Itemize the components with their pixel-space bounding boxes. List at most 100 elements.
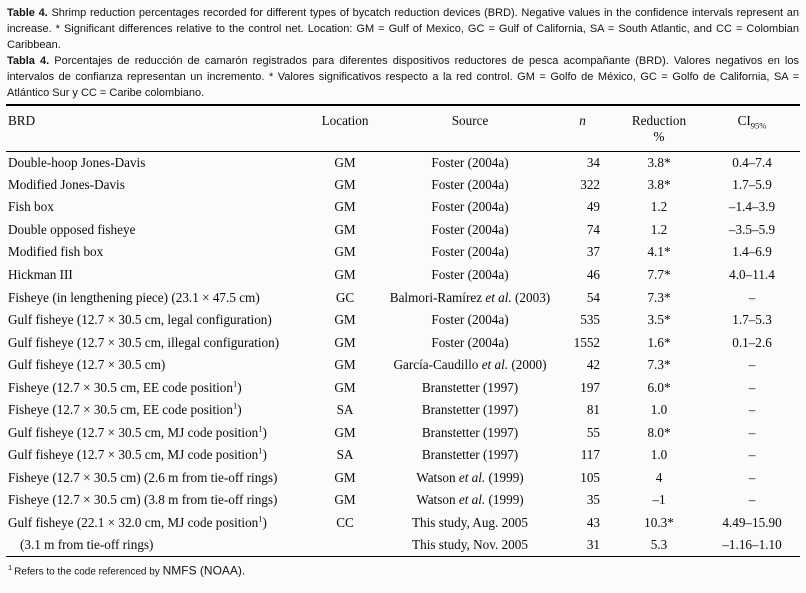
reduction-cell: 1.0	[650, 447, 668, 463]
location-cell: GM	[334, 154, 356, 170]
n-cell: 55	[586, 424, 600, 440]
ci-cell: 1.4–6.9	[732, 244, 772, 260]
n-cell: 117	[580, 447, 600, 463]
location-cell	[301, 534, 389, 557]
table-row: Fisheye (12.7 × 30.5 cm) (2.6 m from tie…	[6, 467, 800, 490]
footnote-sup: 1	[8, 563, 13, 573]
table-row: Gulf fisheye (12.7 × 30.5 cm) GM García-Ca…	[6, 354, 800, 377]
caption-es: Tabla 4. Porcentajes de reducción de cam…	[7, 53, 799, 101]
n-cell: 42	[586, 357, 600, 373]
ci-cell: 4.49–15.90	[722, 515, 782, 531]
source-cell: Watson et al. (1999)	[416, 469, 524, 485]
reduction-cell: 3.5*	[647, 312, 671, 328]
location-cell: GM	[334, 244, 356, 260]
caption-es-text: Porcentajes de reducción de camarón regi…	[7, 55, 799, 99]
ci-cell: 0.1–2.6	[732, 334, 772, 350]
brd-cell: (3.1 m from tie-off rings)	[20, 537, 154, 553]
caption-en: Table 4. Shrimp reduction percentages re…	[7, 5, 799, 53]
reduction-cell: 1.6*	[647, 334, 671, 350]
ci-cell: –3.5–5.9	[728, 221, 776, 237]
n-cell: 37	[586, 244, 600, 260]
brd-cell: Gulf fisheye (22.1 × 32.0 cm, MJ code po…	[8, 513, 267, 531]
source-cell: Branstetter (1997)	[421, 402, 519, 418]
n-cell: 46	[586, 267, 600, 282]
header-location: Location	[301, 105, 389, 152]
location-cell: GM	[334, 221, 356, 237]
n-cell: 49	[586, 199, 600, 215]
reduction-cell: 10.3*	[644, 515, 674, 531]
brd-cell: Gulf fisheye (12.7 × 30.5 cm)	[8, 357, 166, 373]
header-brd: BRD	[6, 105, 301, 152]
reduction-cell: 3.8*	[647, 176, 671, 192]
location-cell: CC	[336, 515, 354, 531]
location-cell: GM	[334, 424, 356, 440]
table-row: Double opposed fisheye GM Foster (2004a) 74…	[6, 219, 800, 242]
header-reduction: Reduction %	[614, 105, 704, 152]
source-cell: Foster (2004a)	[431, 312, 509, 328]
source-cell: Foster (2004a)	[431, 334, 509, 350]
reduction-cell: 4.1*	[647, 244, 671, 260]
header-ci: CI95%	[704, 105, 800, 152]
table-row: Fisheye (12.7 × 30.5 cm) (3.8 m from tie…	[6, 489, 800, 512]
table-row: Gulf fisheye (12.7 × 30.5 cm, MJ code po…	[6, 444, 800, 467]
brd-cell: Fisheye (12.7 × 30.5 cm) (2.6 m from tie…	[8, 469, 278, 485]
ci-cell: –	[748, 492, 756, 508]
caption-en-label: Table 4.	[7, 7, 48, 19]
ci-cell: –	[748, 289, 756, 305]
source-cell: Balmori-Ramírez et al. (2003)	[389, 289, 551, 305]
reduction-cell: 7.7*	[647, 267, 671, 282]
ci-cell: –	[748, 447, 756, 463]
brd-cell: Gulf fisheye (12.7 × 30.5 cm, MJ code po…	[8, 445, 267, 463]
table-row: Double-hoop Jones-Davis GM Foster (2004a) 3…	[6, 151, 800, 174]
n-cell: 197	[580, 379, 600, 395]
reduction-cell: 1.0	[650, 402, 668, 418]
header-ci-base: CI	[737, 113, 751, 128]
brd-cell: Fisheye (12.7 × 30.5 cm, EE code positio…	[8, 400, 242, 418]
brd-cell: Gulf fisheye (12.7 × 30.5 cm, legal conf…	[8, 312, 272, 328]
ci-cell: –	[748, 379, 756, 395]
source-cell: Branstetter (1997)	[421, 447, 519, 463]
source-cell: Foster (2004a)	[431, 154, 509, 170]
brd-table: BRD Location Source n Reduction % CI95% …	[6, 104, 800, 558]
header-n-label: n	[579, 113, 586, 128]
ci-cell: 0.4–7.4	[732, 154, 772, 170]
location-cell: GM	[334, 379, 356, 395]
source-cell: Foster (2004a)	[431, 199, 509, 215]
table-row: Gulf fisheye (22.1 × 32.0 cm, MJ code po…	[6, 512, 800, 535]
ci-cell: –	[748, 402, 756, 418]
header-ci-sub: 95%	[750, 120, 767, 131]
table-row: Gulf fisheye (12.7 × 30.5 cm, legal conf…	[6, 309, 800, 332]
reduction-cell: 4	[655, 469, 663, 485]
table-row: Modified Jones-Davis GM Foster (2004a) 322 3…	[6, 174, 800, 197]
table-header: BRD Location Source n Reduction % CI95%	[6, 105, 800, 152]
brd-cell: Hickman III	[8, 267, 73, 282]
location-cell: GC	[335, 289, 355, 305]
n-cell: 54	[586, 289, 600, 305]
table-row: Fisheye (in lengthening piece) (23.1 × 4…	[6, 286, 800, 309]
reduction-cell: 7.3*	[647, 289, 671, 305]
source-cell: Branstetter (1997)	[421, 424, 519, 440]
reduction-cell: 7.3*	[647, 357, 671, 373]
brd-cell: Gulf fisheye (12.7 × 30.5 cm, MJ code po…	[8, 423, 267, 440]
footnote-agency: NMFS (NOAA).	[162, 563, 246, 578]
n-cell: 31	[586, 537, 600, 553]
table-row: Fisheye (12.7 × 30.5 cm, EE code positio…	[6, 376, 800, 399]
header-reduction-line2: %	[653, 129, 665, 144]
brd-cell: Double opposed fisheye	[8, 221, 136, 237]
source-cell: García-Caudillo et al. (2000)	[393, 357, 547, 373]
brd-cell: Fisheye (in lengthening piece) (23.1 × 4…	[8, 289, 260, 305]
caption-en-text: Shrimp reduction percentages recorded fo…	[7, 7, 799, 51]
header-reduction-line1: Reduction	[631, 113, 687, 128]
n-cell: 81	[586, 402, 600, 418]
caption-es-label: Tabla 4.	[7, 55, 50, 67]
ci-cell: –	[748, 424, 756, 440]
location-cell: SA	[336, 402, 354, 418]
location-cell: GM	[334, 469, 356, 485]
brd-cell: Double-hoop Jones-Davis	[8, 154, 146, 170]
ci-cell: –	[748, 469, 756, 485]
location-cell: GM	[334, 199, 356, 215]
ci-cell: 1.7–5.3	[732, 312, 772, 328]
brd-cell: Modified Jones-Davis	[8, 176, 125, 192]
brd-cell: Modified fish box	[8, 244, 104, 260]
